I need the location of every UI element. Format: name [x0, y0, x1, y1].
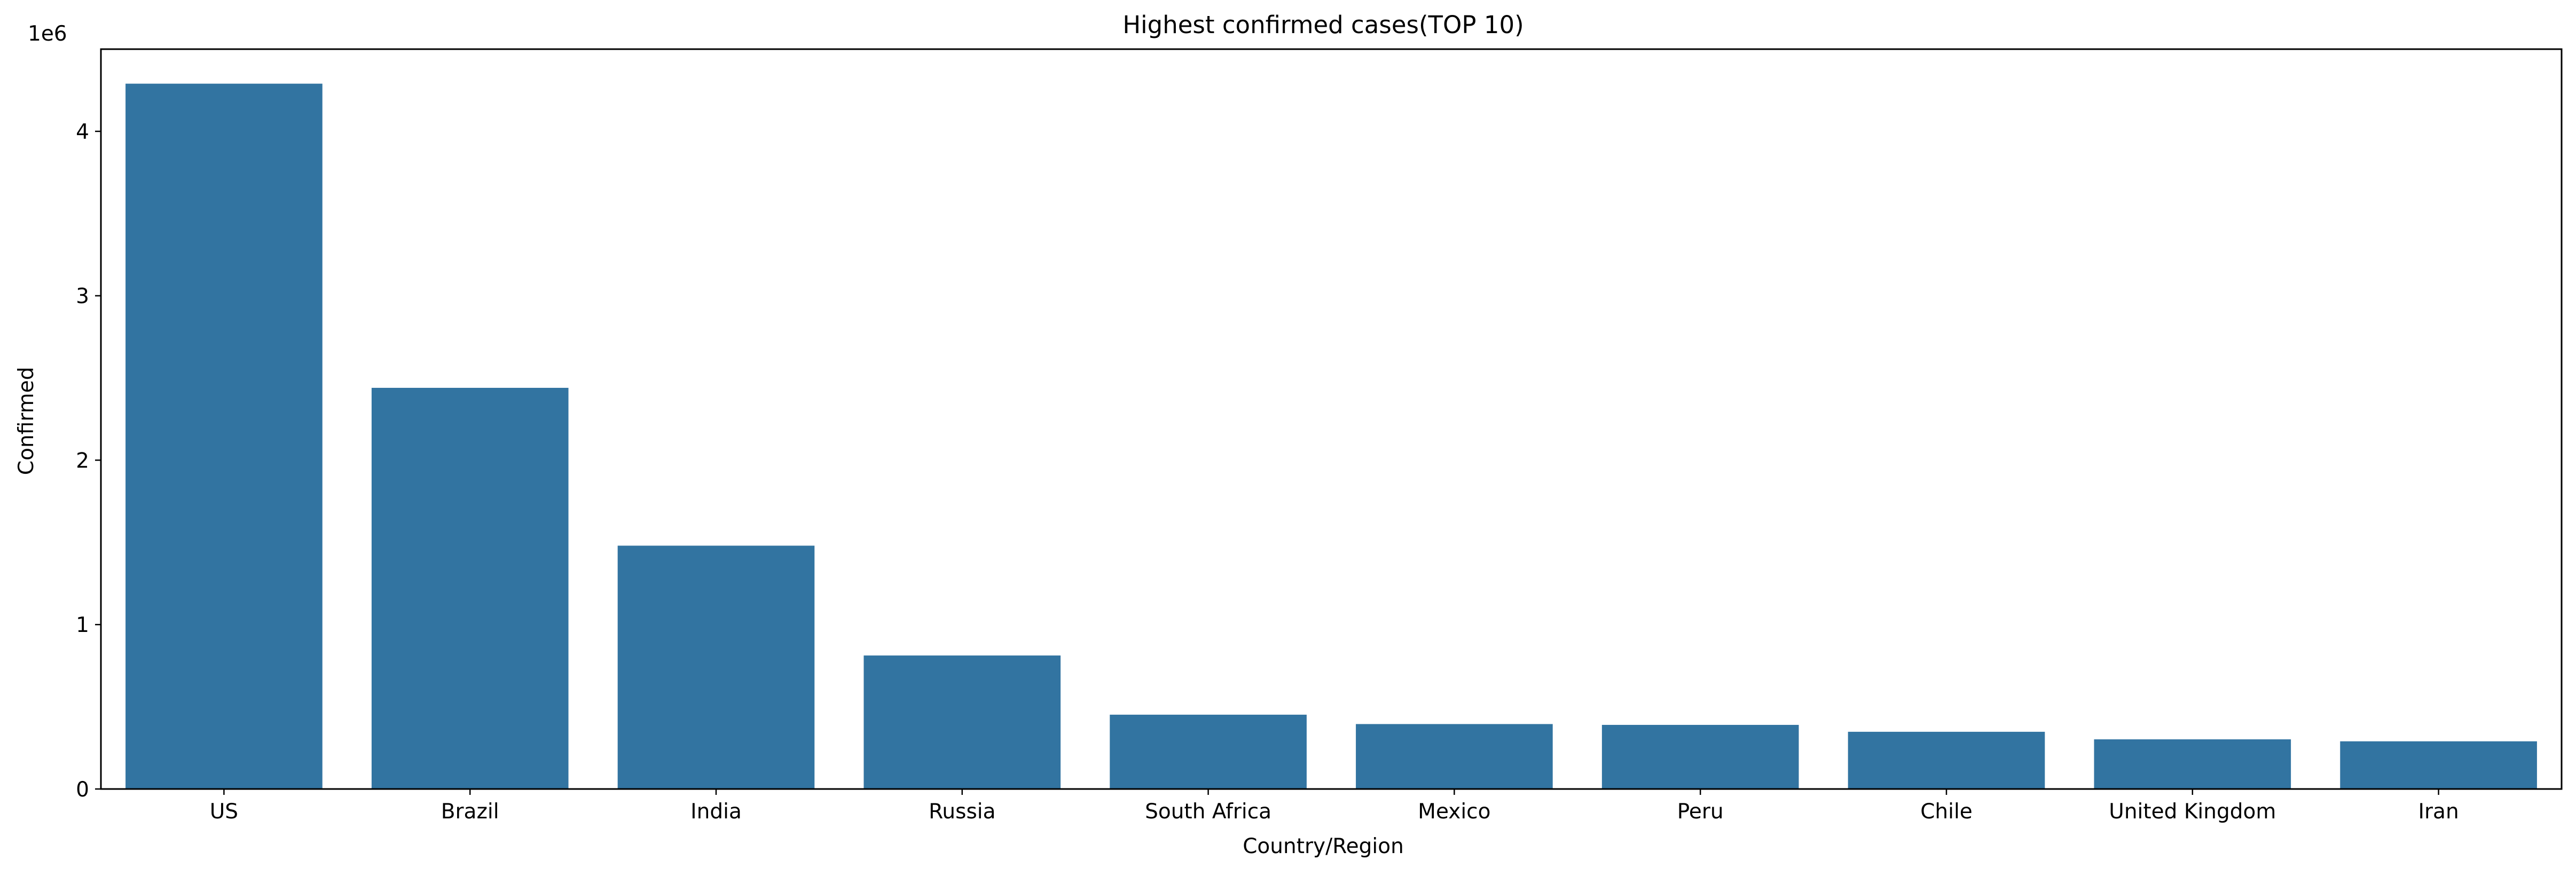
- x-tick-label: Chile: [1920, 800, 1973, 824]
- bar-india: [617, 545, 815, 789]
- x-tick-label: India: [690, 800, 742, 824]
- x-tick-label: Mexico: [1418, 800, 1490, 824]
- y-tick-label: 2: [76, 449, 89, 473]
- bar-brazil: [371, 388, 569, 789]
- bar-south-africa: [1110, 714, 1307, 789]
- x-tick-label: United Kingdom: [2109, 800, 2276, 824]
- x-tick-label: Russia: [929, 800, 995, 824]
- bar-iran: [2340, 741, 2537, 789]
- y-axis-label: Confirmed: [14, 367, 38, 475]
- x-axis-ticks: US Brazil India Russia South Africa Mexico Per…: [210, 789, 2459, 824]
- bar-us: [125, 83, 323, 790]
- y-axis-ticks: 0 1 2 3 4: [76, 120, 101, 802]
- chart-title: Highest confirmed cases(TOP 10): [1122, 11, 1523, 39]
- bar-russia: [863, 655, 1061, 789]
- x-tick-label: Brazil: [441, 800, 499, 824]
- y-tick-label: 3: [76, 285, 89, 309]
- y-tick-label: 1: [76, 613, 89, 637]
- x-tick-label: US: [210, 800, 238, 824]
- bar-united-kingdom: [2094, 739, 2291, 789]
- y-tick-label: 4: [76, 120, 89, 144]
- bar-chile: [1848, 731, 2045, 789]
- bars: [125, 83, 2537, 790]
- x-tick-label: South Africa: [1145, 800, 1271, 824]
- bar-peru: [1601, 724, 1799, 789]
- x-tick-label: Peru: [1677, 800, 1724, 824]
- y-axis-offset-label: 1e6: [28, 22, 67, 46]
- x-axis-label: Country/Region: [1243, 834, 1404, 858]
- plot-frame: [100, 48, 2563, 790]
- bar-mexico: [1356, 724, 1553, 789]
- x-tick-label: Iran: [2418, 800, 2459, 824]
- y-tick-label: 0: [76, 778, 89, 802]
